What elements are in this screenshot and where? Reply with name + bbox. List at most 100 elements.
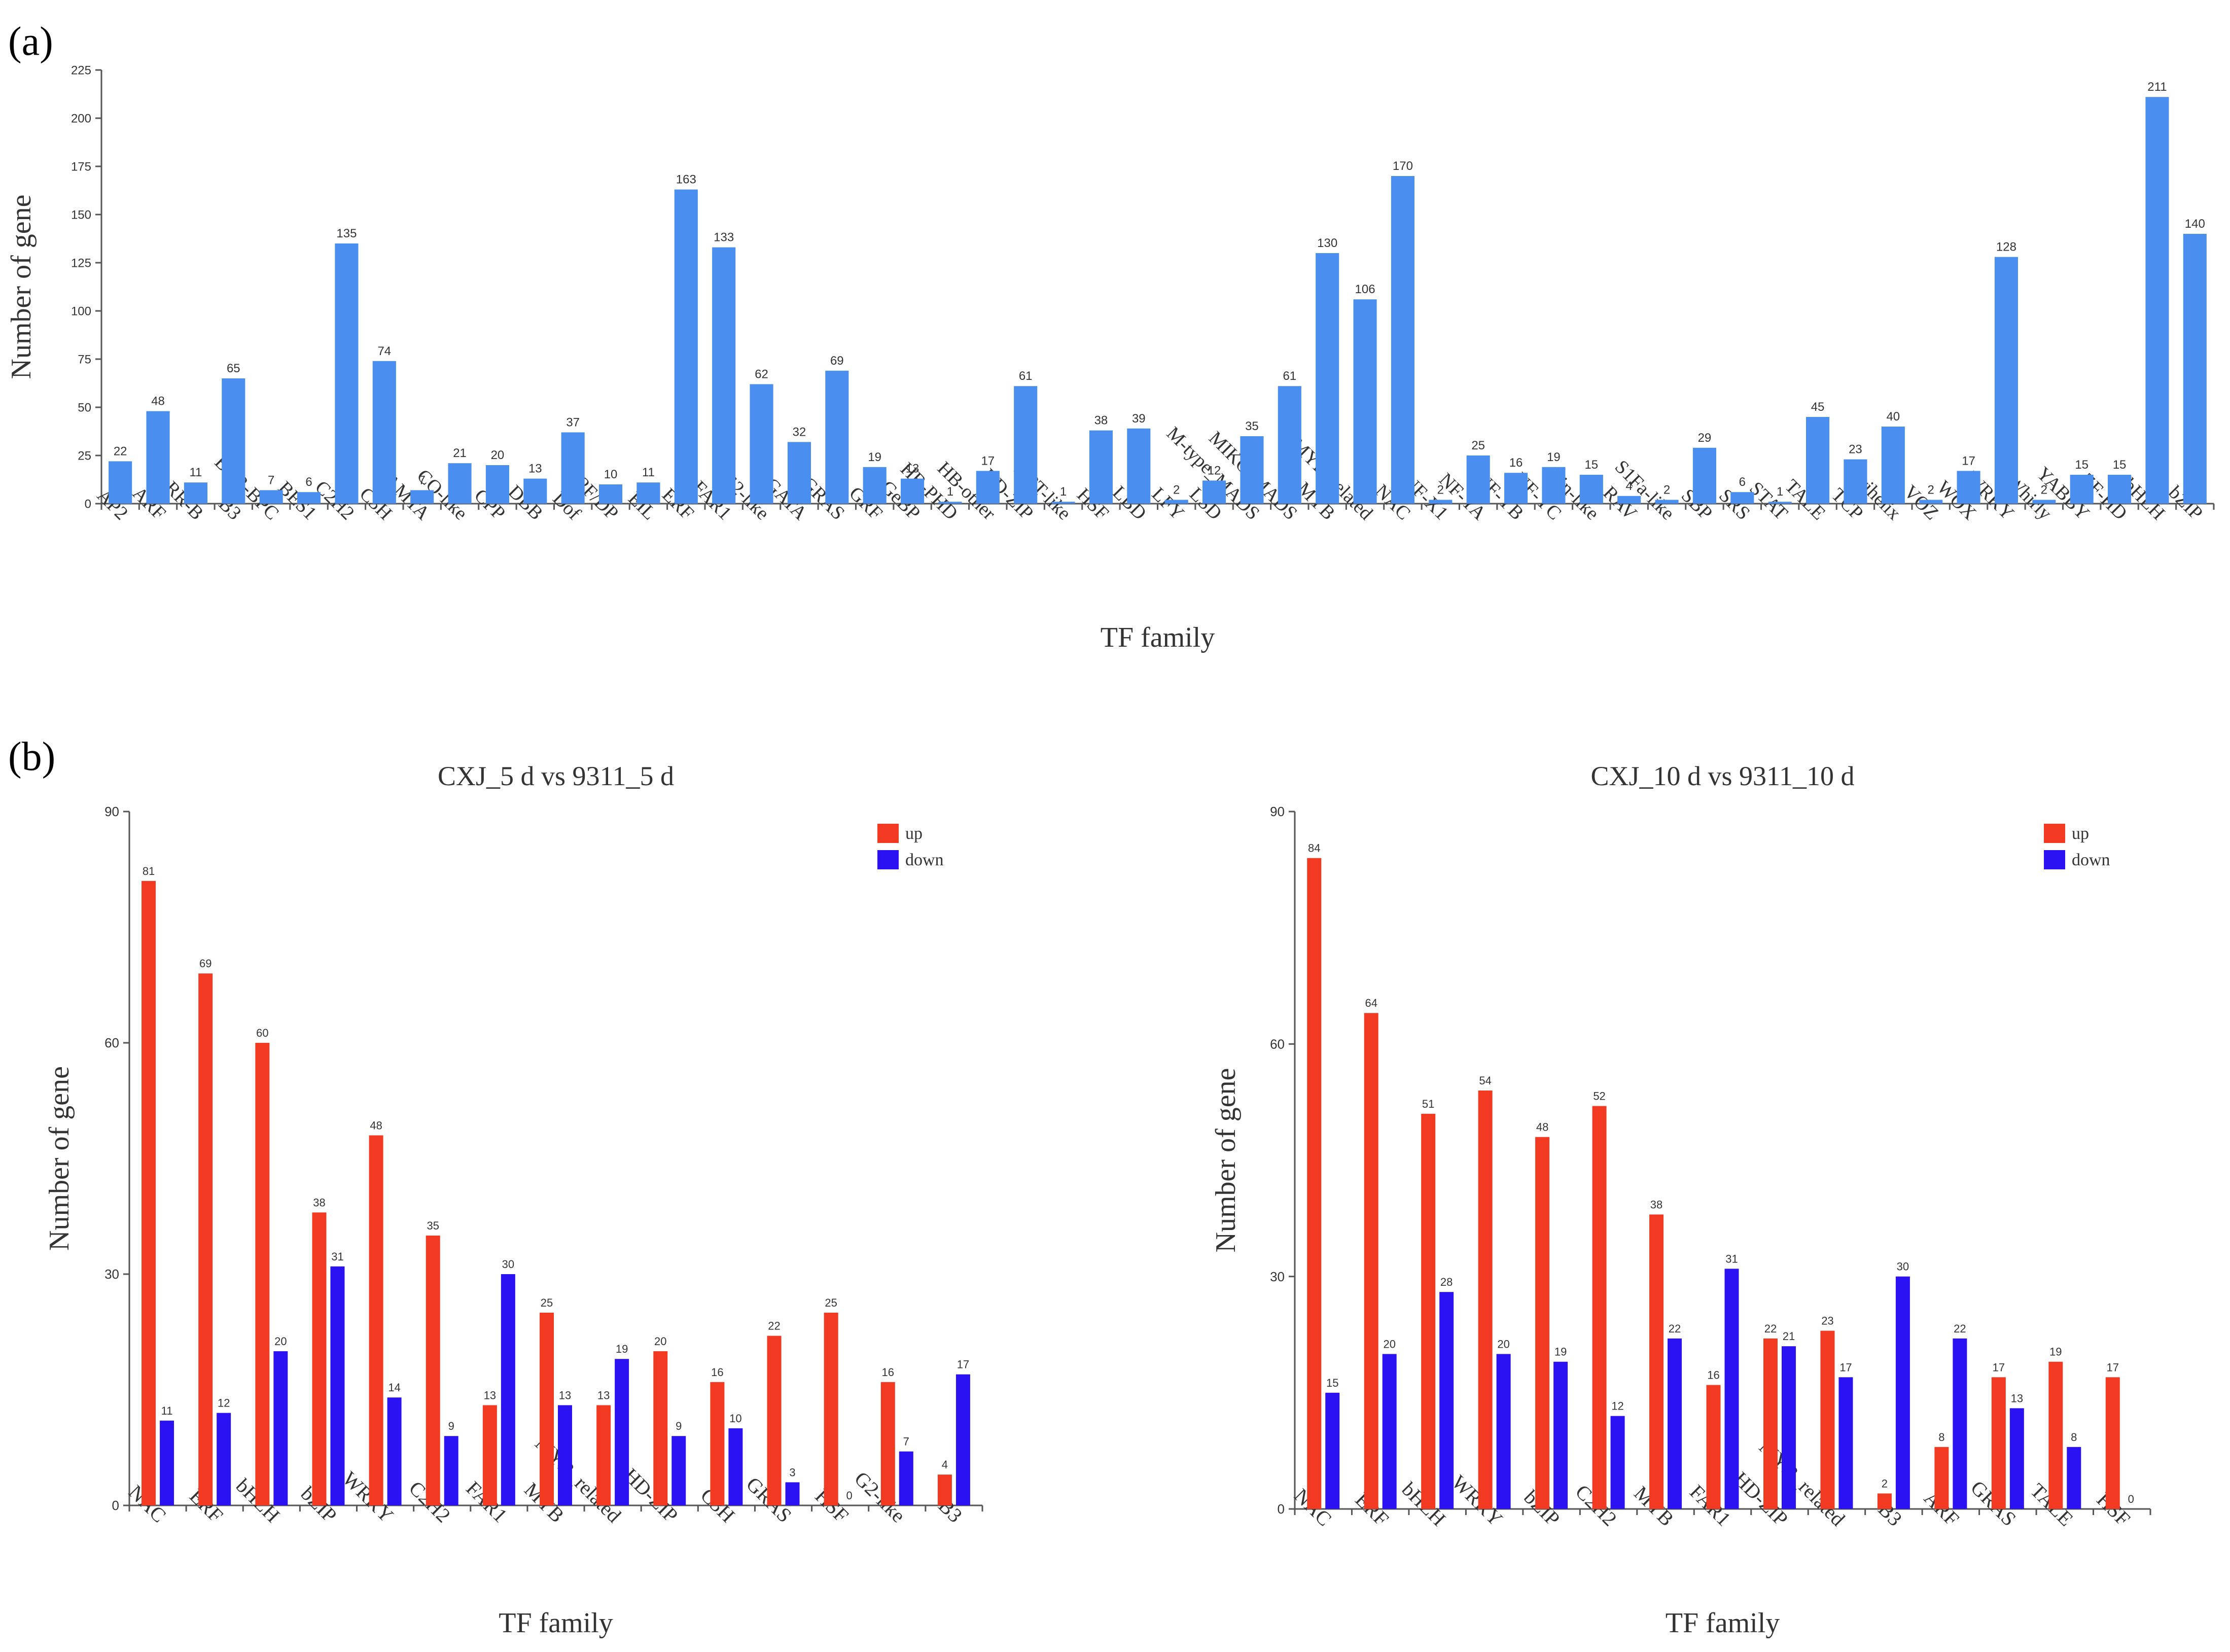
chart-a-bar-dof — [561, 432, 585, 504]
chart-a-value-label: 170 — [1393, 159, 1413, 173]
chart-b2-bar-up-b3 — [1877, 1493, 1892, 1509]
chart-b2-value-label-down: 21 — [1783, 1330, 1795, 1343]
chart-a-category-lfy: LFY — [1148, 483, 1188, 524]
chart-b2-value-label-up: 16 — [1707, 1369, 1719, 1382]
chart-a-bar-srs — [1730, 492, 1754, 504]
chart-a-value-label: 25 — [1471, 439, 1485, 452]
chart-b2-bar-down-bhlh — [1439, 1292, 1454, 1509]
chart-a-bar-bzip — [2183, 234, 2207, 504]
chart-a-ytick-label: 200 — [71, 112, 91, 125]
chart-b1-value-label-down: 3 — [789, 1466, 795, 1479]
chart-a-value-label: 130 — [1317, 236, 1337, 250]
chart-b1-legend-swatch-up — [877, 824, 899, 843]
chart-b2-value-label-down: 13 — [2011, 1392, 2023, 1404]
chart-a-bar-nf-x1 — [1429, 500, 1453, 504]
chart-a-bar-hsf — [1089, 430, 1113, 504]
chart-b2-ytick-label: 30 — [1270, 1269, 1285, 1284]
chart-b1-legend-label-up: up — [905, 824, 923, 843]
chart-b1-bar-down-wrky — [387, 1397, 402, 1505]
chart-a-value-label: 4 — [1626, 479, 1633, 493]
chart-a-bar-hd-zip — [1014, 386, 1038, 504]
chart-b2-bar-down-tale — [2067, 1447, 2081, 1509]
chart-a-value-label: 11 — [189, 466, 202, 479]
chart-b1-title: CXJ_5 d vs 9311_5 d — [438, 761, 674, 791]
chart-a-bar-lbd — [1127, 428, 1151, 504]
chart-b2-ytick-label: 90 — [1270, 804, 1285, 819]
chart-a-bar-nf-yc — [1542, 467, 1566, 504]
chart-a-ytick-label: 175 — [71, 160, 91, 173]
chart-b1-bar-down-b3 — [955, 1374, 970, 1505]
chart-b1-value-label-down: 30 — [502, 1258, 514, 1271]
chart-b2-value-label-down: 28 — [1440, 1276, 1453, 1288]
chart-a-bar-bes1 — [297, 492, 321, 504]
chart-a-bar-myb-related — [1353, 299, 1377, 504]
chart-b2-bar-down-bzip — [1553, 1361, 1568, 1509]
chart-b2-value-label-up: 22 — [1764, 1322, 1777, 1335]
chart-b2-value-label-up: 51 — [1422, 1098, 1434, 1110]
chart-a-value-label: 22 — [114, 444, 127, 458]
chart-b1-bar-down-bzip — [330, 1266, 345, 1505]
chart-b1-bar-up-myb-related — [596, 1405, 611, 1505]
chart-b1-value-label-down: 9 — [676, 1420, 682, 1432]
chart-b2-10d-comparison: 0306090NACERFbHLHWRKYbZIPC2H2MYBFAR1HD-Z… — [1210, 761, 2151, 1639]
chart-b1-bar-up-c3h — [710, 1382, 725, 1505]
chart-a-bar-dbb — [523, 478, 547, 504]
chart-b1-value-label-down: 13 — [559, 1389, 571, 1401]
chart-a-value-label: 37 — [566, 415, 580, 429]
chart-a-value-label: 1 — [1777, 485, 1783, 499]
chart-a-bar-m-type-mads — [1240, 436, 1264, 504]
chart-a-value-label: 12 — [1208, 464, 1221, 477]
chart-b1-value-label-up: 16 — [711, 1366, 723, 1379]
chart-b2-value-label-down: 8 — [2071, 1431, 2077, 1444]
chart-b2-value-label-down: 17 — [1839, 1361, 1852, 1374]
chart-b2-value-label-up: 54 — [1479, 1074, 1491, 1087]
chart-b2-bar-up-hd-zip — [1763, 1338, 1778, 1509]
chart-b1-value-label-up: 13 — [484, 1389, 496, 1401]
chart-b2-value-label-down: 19 — [1554, 1346, 1567, 1358]
chart-b1-legend-label-down: down — [905, 851, 944, 869]
chart-b2-value-label-up: 8 — [1938, 1431, 1944, 1444]
chart-b2-value-label-up: 19 — [2049, 1346, 2062, 1358]
chart-a-x-axis-title: TF family — [1101, 622, 1215, 653]
chart-a-value-label: 17 — [981, 454, 995, 468]
chart-a-bar-arr-b — [184, 482, 207, 504]
chart-a-value-label: 15 — [2075, 458, 2089, 472]
chart-a-value-label: 19 — [868, 450, 881, 464]
chart-b1-value-label-down: 20 — [274, 1335, 287, 1348]
chart-a-value-label: 1 — [947, 485, 953, 499]
chart-b2-bar-up-bhlh — [1421, 1113, 1436, 1509]
chart-b2-value-label-down: 20 — [1497, 1338, 1509, 1350]
chart-b1-bar-up-gras — [767, 1335, 782, 1505]
chart-a-bar-lsd — [1202, 480, 1226, 504]
chart-b1-bar-up-b3 — [937, 1474, 952, 1505]
chart-b2-bar-up-far1 — [1706, 1385, 1721, 1509]
chart-a-y-axis-title: Number of gene — [6, 195, 37, 379]
chart-b1-bar-down-c3h — [728, 1428, 743, 1505]
chart-b2-bar-up-c2h2 — [1592, 1106, 1607, 1509]
chart-a-bar-grf — [863, 467, 887, 504]
chart-a-value-label: 17 — [1962, 454, 1975, 468]
chart-a-value-label: 135 — [336, 227, 357, 240]
chart-a-bar-gebp — [901, 478, 925, 504]
chart-a-ytick-label: 125 — [71, 256, 91, 270]
chart-b2-value-label-down: 20 — [1383, 1338, 1395, 1350]
chart-a-bar-nin-like — [1579, 475, 1603, 504]
chart-b2-bar-down-wrky — [1496, 1354, 1511, 1509]
chart-a-value-label: 7 — [419, 473, 426, 487]
chart-b2-legend-label-up: up — [2072, 824, 2089, 843]
chart-b1-value-label-up: 4 — [942, 1458, 948, 1471]
chart-a-value-label: 10 — [604, 468, 618, 481]
chart-a-value-label: 1 — [1060, 485, 1067, 499]
chart-b1-bar-up-c2h2 — [426, 1236, 440, 1505]
chart-b1-value-label-down: 7 — [903, 1435, 909, 1448]
chart-b1-value-label-up: 35 — [427, 1219, 439, 1232]
chart-b1-bar-up-wrky — [369, 1135, 383, 1505]
chart-b1-value-label-up: 81 — [143, 865, 155, 877]
chart-b2-value-label-up: 52 — [1593, 1090, 1605, 1103]
chart-b2-value-label-down: 12 — [1611, 1400, 1623, 1413]
chart-a-bar-b3 — [222, 378, 245, 504]
chart-b1-value-label-down: 9 — [448, 1420, 454, 1432]
chart-a-bar-myb — [1316, 253, 1339, 504]
chart-a-value-label: 45 — [1811, 400, 1825, 414]
chart-a-bar-mikc-mads — [1278, 386, 1301, 504]
